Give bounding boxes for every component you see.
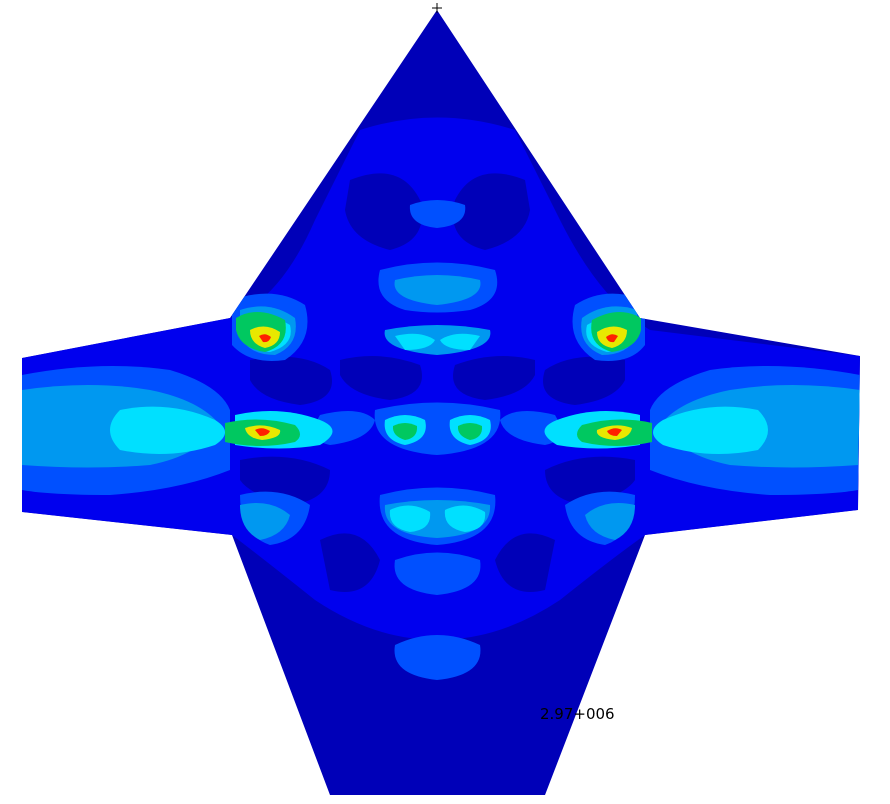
contour-band-level-2 xyxy=(409,200,466,228)
contour-band-level-0-island xyxy=(345,173,422,250)
contour-band-level-7-peak xyxy=(607,428,622,436)
contour-band-level-3 xyxy=(585,502,635,540)
contour-band-level-4 xyxy=(389,505,431,532)
contour-band-level-2 xyxy=(394,635,481,680)
contour-band-level-7-peak xyxy=(259,334,271,343)
contour-band-level-0-island xyxy=(340,356,422,400)
apex-node-marker xyxy=(432,3,442,13)
contour-band-level-0-island xyxy=(543,356,625,405)
contour-band-level-0-island xyxy=(250,356,332,405)
contour-bands xyxy=(22,117,860,680)
contour-band-level-2 xyxy=(500,411,561,445)
contour-band-level-0-island xyxy=(320,533,380,592)
contour-band-level-3 xyxy=(240,502,290,540)
contour-band-level-4 xyxy=(440,333,480,350)
contour-band-level-4 xyxy=(653,406,768,454)
contour-band-level-0-island xyxy=(453,356,535,400)
contour-band-level-4 xyxy=(110,406,225,454)
contour-band-level-4 xyxy=(395,333,435,350)
contour-band-level-4 xyxy=(444,505,486,532)
contour-band-level-7-peak xyxy=(606,334,618,343)
contour-band-level-0-island xyxy=(495,533,555,592)
peak-value-label: 2.97+006 xyxy=(540,705,615,723)
contour-band-level-0-island xyxy=(453,173,530,250)
contour-band-level-3 xyxy=(394,275,481,305)
contour-band-level-5 xyxy=(457,423,483,440)
contour-band-level-5 xyxy=(392,423,418,440)
contour-band-level-1 xyxy=(22,117,860,640)
contour-band-level-7-peak xyxy=(255,428,270,436)
contour-band-level-2 xyxy=(394,552,481,595)
